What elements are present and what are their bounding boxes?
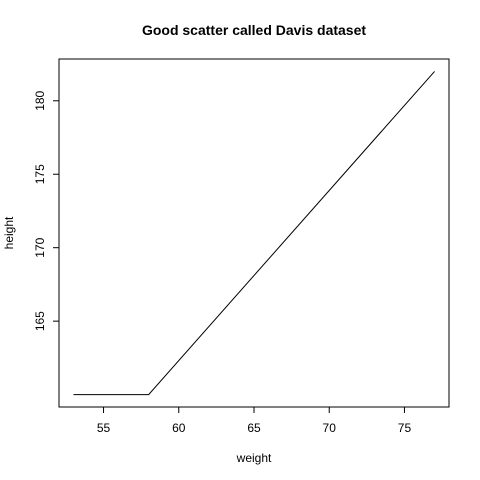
y-axis: 165 170 175 180 [33, 90, 59, 331]
series-0-line [73, 71, 435, 396]
x-tick-label: 55 [97, 421, 111, 435]
x-tick-label: 65 [247, 421, 261, 435]
y-axis-label: height [2, 216, 16, 249]
x-axis-label: weight [236, 451, 272, 465]
y-tick-label: 180 [33, 90, 47, 110]
plot-frame [58, 58, 450, 408]
chart-title: Good scatter called Davis dataset [142, 22, 366, 38]
x-tick-label: 60 [172, 421, 186, 435]
x-tick-label: 70 [323, 421, 337, 435]
y-tick-label: 170 [33, 237, 47, 257]
series-layer [73, 71, 435, 396]
x-axis: 55 60 65 70 75 [97, 407, 412, 435]
x-tick-label: 75 [398, 421, 412, 435]
y-tick-label: 165 [33, 311, 47, 331]
y-tick-label: 175 [33, 164, 47, 184]
